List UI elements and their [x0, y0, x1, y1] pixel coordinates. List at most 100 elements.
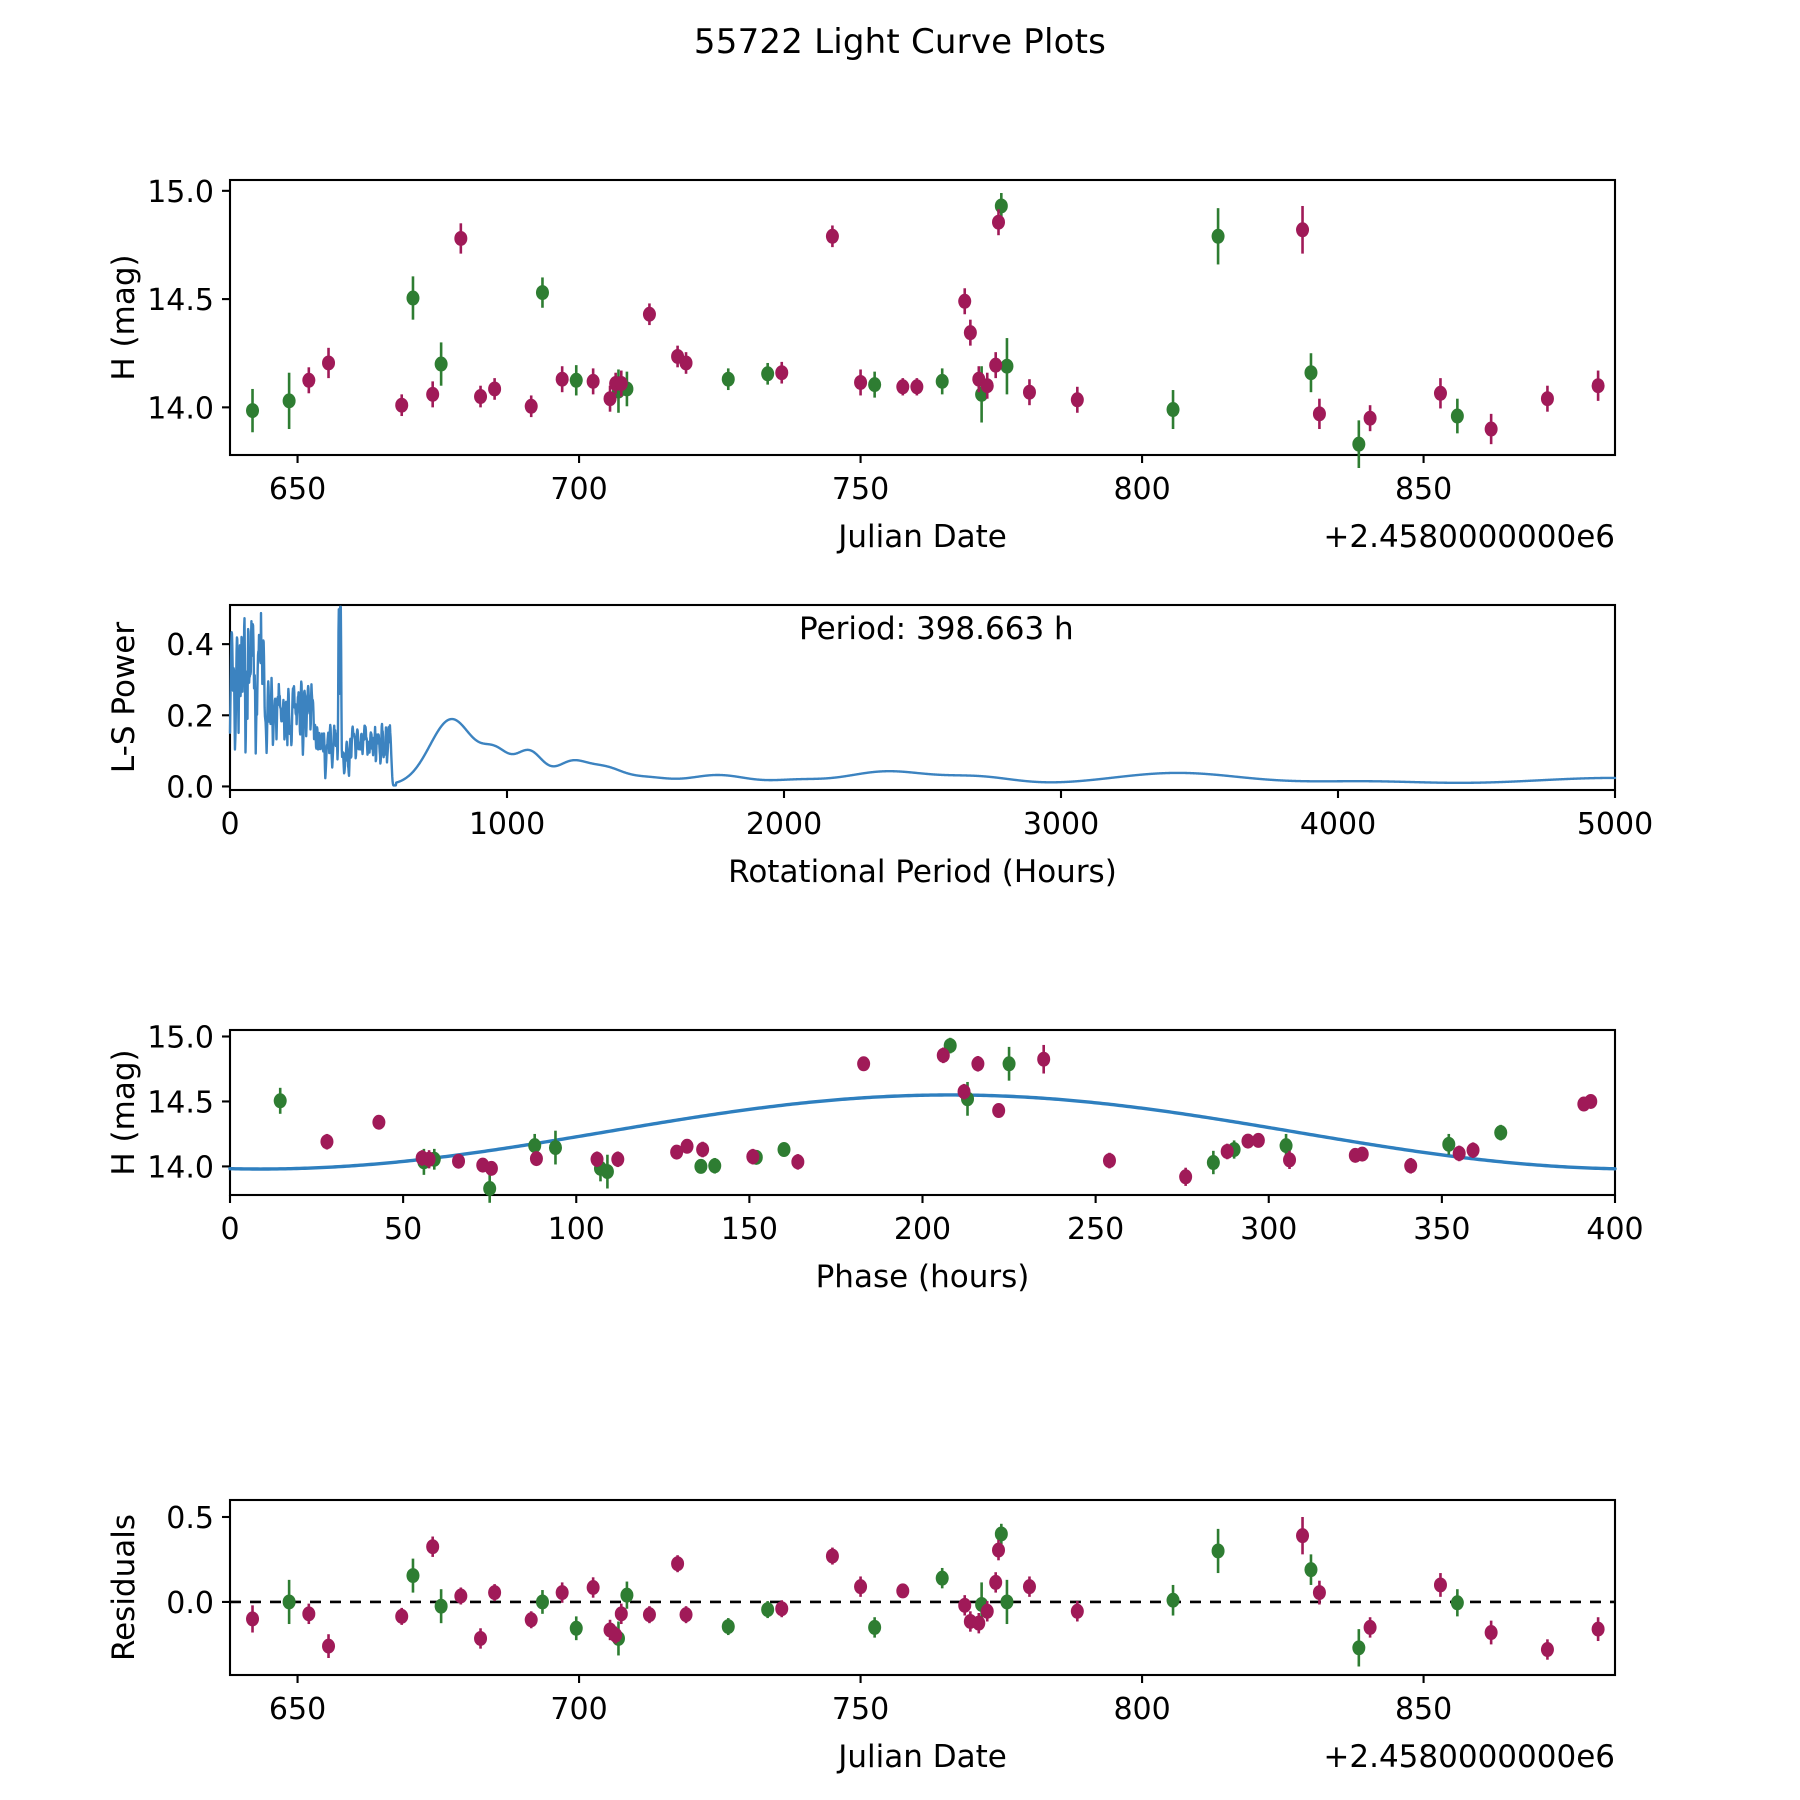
residuals-plot: 650 700 750 800 850 0.0 0.5 Julian Date Residual… — [106, 1498, 1617, 1775]
data-point — [825, 228, 839, 244]
data-point — [1363, 410, 1377, 426]
series-green — [246, 192, 1464, 468]
data-point — [488, 1585, 502, 1601]
data-point — [1296, 1528, 1310, 1544]
x-tick-label: 800 — [1113, 472, 1170, 507]
data-point — [1355, 1146, 1369, 1162]
x-tick-label: 350 — [1413, 1212, 1470, 1247]
y-tick-label: 14.0 — [147, 391, 214, 426]
data-point — [528, 1138, 542, 1154]
data-point — [535, 285, 549, 301]
data-point — [989, 1574, 1003, 1590]
data-point — [775, 365, 789, 381]
data-point — [1022, 384, 1036, 400]
data-point — [971, 1056, 985, 1072]
data-point — [910, 379, 924, 395]
data-point — [535, 1594, 549, 1610]
data-point — [1000, 358, 1014, 374]
data-point — [614, 1606, 628, 1622]
data-point — [1304, 365, 1318, 381]
data-point — [434, 356, 448, 372]
y-tick-label: 14.0 — [147, 1150, 214, 1185]
data-point — [372, 1114, 386, 1130]
x-tick-label: 3000 — [1023, 807, 1099, 842]
x-axis-label: Rotational Period (Hours) — [728, 854, 1117, 890]
data-point — [980, 378, 994, 394]
data-point — [1352, 436, 1366, 452]
panel-periodogram: 0 1000 2000 3000 4000 5000 0.0 0.2 0.4 Rotational… — [0, 575, 1800, 905]
data-point — [1304, 1562, 1318, 1578]
data-point — [1442, 1136, 1456, 1152]
data-point — [896, 379, 910, 395]
series-magenta — [320, 1044, 1598, 1186]
x-tick-label: 650 — [269, 1692, 326, 1727]
plot-frame — [228, 1498, 1617, 1677]
data-point — [857, 1056, 871, 1072]
data-point — [474, 1630, 488, 1646]
data-point — [1241, 1133, 1255, 1149]
data-point — [422, 1151, 436, 1167]
data-point — [1279, 1138, 1293, 1154]
data-point — [761, 1602, 775, 1618]
data-point — [868, 1619, 882, 1635]
y-axis-label: H (mag) — [106, 254, 142, 380]
x-tick-label: 0 — [220, 807, 239, 842]
x-tick-label: 150 — [721, 1212, 778, 1247]
data-point — [555, 1585, 569, 1601]
x-axis-offset-text: +2.4580000000e6 — [1323, 519, 1615, 555]
data-point — [406, 290, 420, 306]
data-point — [569, 1620, 583, 1636]
data-point — [395, 1608, 409, 1624]
data-point — [586, 373, 600, 389]
x-tick-label: 1000 — [469, 807, 545, 842]
data-point — [696, 1142, 710, 1158]
x-tick-label: 850 — [1395, 1692, 1452, 1727]
x-tick-label: 200 — [894, 1212, 951, 1247]
y-axis-label: L-S Power — [106, 622, 142, 773]
data-point — [957, 1084, 971, 1100]
data-point — [791, 1154, 805, 1170]
data-point — [980, 1603, 994, 1619]
series-green — [273, 1037, 1508, 1203]
data-point — [1102, 1153, 1116, 1169]
data-point — [1452, 1145, 1466, 1161]
data-point — [529, 1151, 543, 1167]
x-tick-label: 5000 — [1577, 807, 1653, 842]
data-point — [994, 198, 1008, 214]
data-point — [452, 1153, 466, 1169]
x-tick-label: 850 — [1395, 472, 1452, 507]
x-tick-label: 250 — [1067, 1212, 1124, 1247]
data-point — [1312, 1585, 1326, 1601]
data-point — [775, 1601, 789, 1617]
data-point — [454, 230, 468, 246]
data-point — [777, 1142, 791, 1158]
data-point — [611, 1151, 625, 1167]
data-point — [721, 1619, 735, 1635]
x-tick-label: 0 — [220, 1212, 239, 1247]
data-point — [555, 371, 569, 387]
data-point — [1591, 1621, 1605, 1637]
data-point — [989, 357, 1003, 373]
data-point — [1211, 228, 1225, 244]
data-point — [569, 372, 583, 388]
data-point — [958, 293, 972, 309]
data-point — [680, 1138, 694, 1154]
data-point — [963, 325, 977, 341]
data-point — [972, 1615, 986, 1631]
x-tick-label: 300 — [1240, 1212, 1297, 1247]
x-tick-label: 750 — [832, 472, 889, 507]
data-point — [1022, 1579, 1036, 1595]
data-point — [1206, 1155, 1220, 1171]
data-point — [1450, 1595, 1464, 1611]
data-point — [896, 1583, 910, 1599]
y-tick-label: 15.0 — [147, 1020, 214, 1055]
data-point — [761, 366, 775, 382]
data-point — [1484, 421, 1498, 437]
data-point — [282, 393, 296, 409]
data-point — [474, 389, 488, 405]
panel-phasefold: 0 50 100 150 200 250 300 350 400 14.0 14.5 15.0 Phas… — [0, 1000, 1800, 1310]
data-point — [992, 1542, 1006, 1558]
data-point — [1251, 1132, 1265, 1148]
data-point — [1070, 392, 1084, 408]
